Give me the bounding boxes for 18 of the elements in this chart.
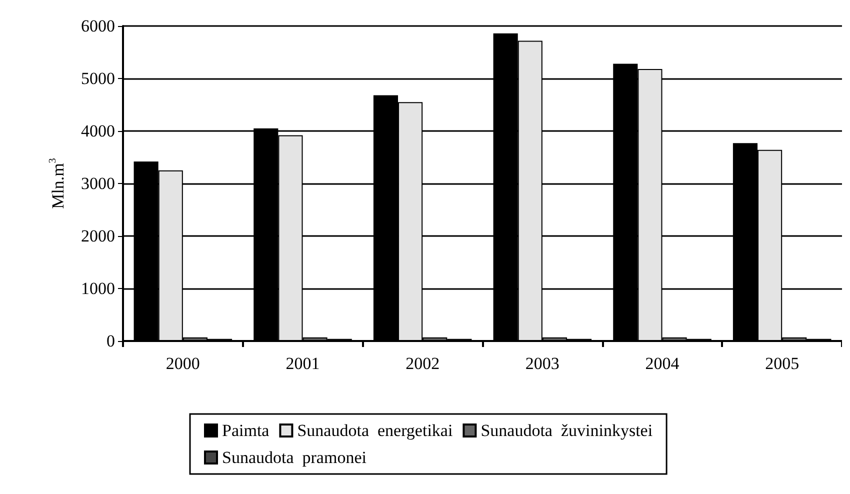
x-tick-label: 2001 (286, 354, 320, 373)
x-tick-label: 2005 (765, 354, 800, 373)
y-tick-label: 4000 (81, 122, 115, 140)
x-tick-label: 2004 (645, 354, 680, 373)
x-tick-label: 2002 (406, 354, 440, 373)
y-tick-label: 5000 (81, 69, 115, 88)
legend-label: Sunaudota žuvininkystei (480, 421, 653, 440)
x-tick-label: 2000 (166, 354, 200, 373)
legend-label: Sunaudota pramonei (222, 448, 367, 467)
legend-label: Paimta (222, 421, 270, 440)
x-tick-label: 2003 (525, 354, 560, 373)
y-tick-label: 6000 (81, 16, 115, 36)
y-tick-label: 3000 (81, 174, 115, 193)
y-tick-label: 0 (106, 332, 115, 350)
y-tick-label: 1000 (81, 279, 115, 298)
y-axis-title: Mln.m3 (48, 158, 68, 209)
y-tick-label: 2000 (81, 226, 115, 246)
legend-label: Sunaudota energetikai (297, 421, 453, 440)
